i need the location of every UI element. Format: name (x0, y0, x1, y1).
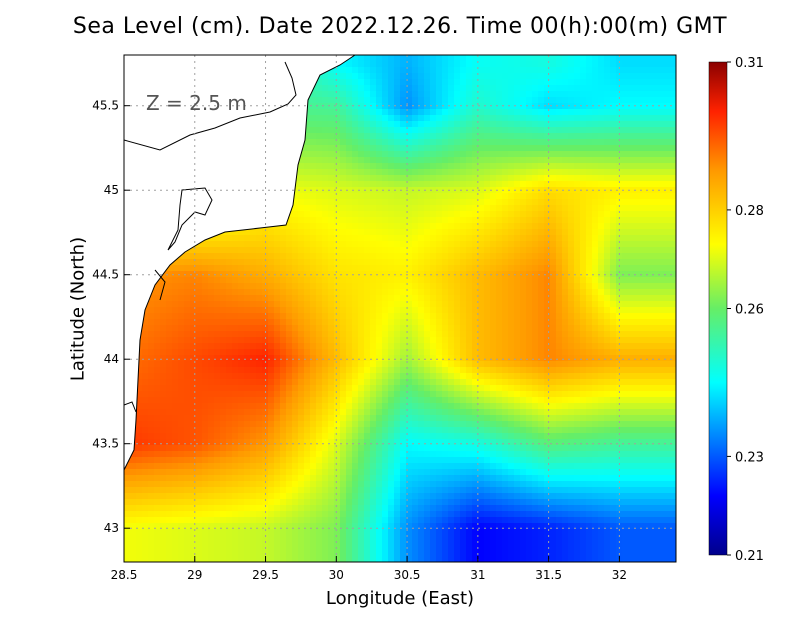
colorbar-tick-label: 0.31 (735, 56, 764, 71)
y-tick-label: 44.5 (92, 268, 119, 282)
inland-boundary (123, 61, 297, 151)
y-tick-label: 43 (104, 521, 119, 535)
land-coastline (123, 54, 356, 471)
land-mask (124, 55, 355, 470)
plot-frame (123, 54, 677, 563)
colorbar-tick-label: 0.21 (735, 549, 764, 564)
y-axis-ticks: 43 43.5 44 44.5 45 45.5 (92, 99, 130, 535)
depth-label: Z = 2.5 m (146, 91, 247, 115)
x-tick-label: 29.5 (252, 568, 279, 582)
coast-inlet (123, 401, 137, 413)
colorbar: 0.31 0.28 0.26 0.23 0.21 (708, 56, 764, 564)
colorbar-tick-label: 0.28 (735, 204, 764, 219)
colorbar-gradient (708, 61, 728, 556)
y-tick-label: 44 (104, 352, 119, 366)
x-tick-label: 31 (470, 568, 485, 582)
map-title: Sea Level (cm). Date 2022.12.26. Time 00… (72, 14, 728, 39)
x-tick-label: 30 (329, 568, 344, 582)
x-axis-label: Longitude (East) (325, 588, 475, 609)
map-gridlines (124, 55, 676, 562)
x-tick-label: 31.5 (535, 568, 562, 582)
y-axis-label: Latitude (North) (67, 236, 89, 382)
colorbar-tick-label: 0.26 (735, 303, 764, 318)
x-tick-label: 29 (187, 568, 202, 582)
x-axis-ticks: 28.5 29 29.5 30 30.5 31 31.5 32 (111, 556, 627, 582)
x-tick-label: 28.5 (111, 568, 138, 582)
coast-inlet (154, 269, 166, 301)
y-tick-label: 45 (104, 183, 119, 197)
y-tick-label: 43.5 (92, 437, 119, 451)
x-tick-label: 32 (612, 568, 627, 582)
lagoon-outline (167, 187, 213, 251)
colorbar-tick-label: 0.23 (735, 450, 764, 465)
coastline (123, 54, 356, 471)
y-tick-label: 45.5 (92, 99, 119, 113)
x-tick-label: 30.5 (394, 568, 421, 582)
